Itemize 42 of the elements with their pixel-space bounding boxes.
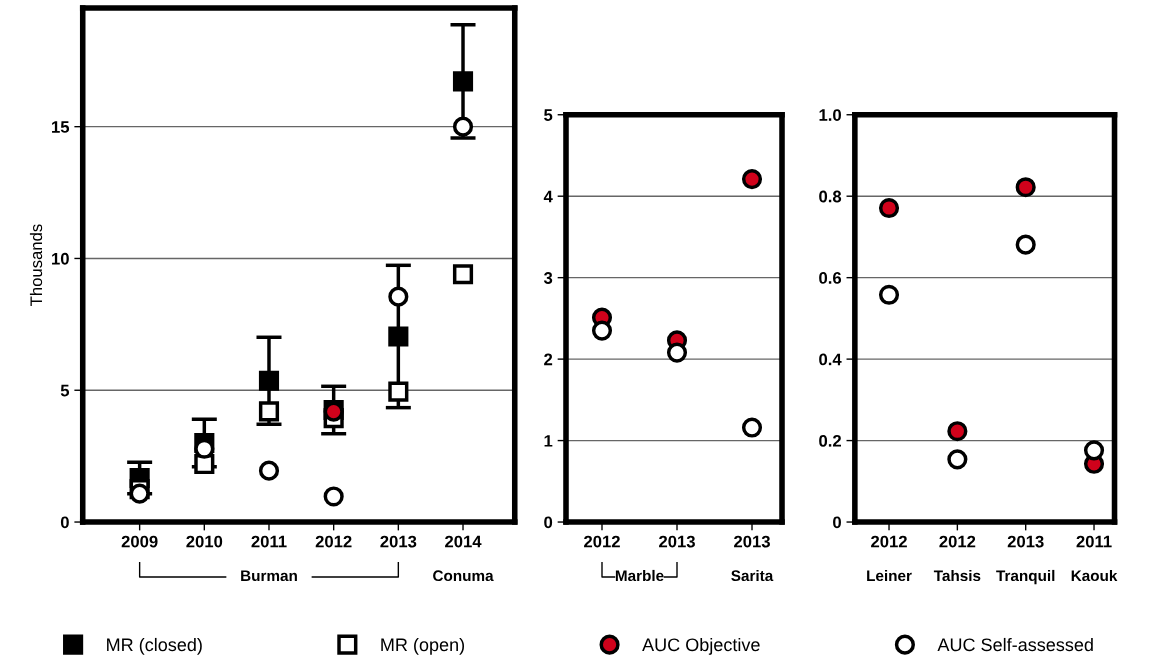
y-tick-label: 10 — [52, 252, 69, 265]
text: Sarita — [731, 569, 774, 582]
y-tick-label: 0.2 — [819, 434, 841, 447]
y-tick-label: 0 — [544, 516, 553, 529]
y-tick-label: 15 — [52, 121, 70, 133]
y-tick-label: 4 — [543, 190, 553, 203]
x-tick-label: 2013 — [1007, 535, 1044, 548]
y-tick-label: 0 — [60, 516, 69, 529]
x-tick-label: 2011 — [251, 535, 287, 548]
y-tick-label: 3 — [543, 272, 553, 284]
y-tick-label: 0.8 — [819, 190, 842, 203]
legend-label: AUC Self-assessed — [937, 637, 1093, 652]
y-tick-label: 2 — [544, 353, 553, 366]
x-tick-label: 2014 — [445, 535, 482, 548]
x-tick-label: 2012 — [939, 535, 976, 548]
y-axis-title: Thousands — [29, 224, 43, 306]
y-tick-label: 5 — [544, 109, 553, 121]
legend-label: MR (open) — [381, 637, 465, 655]
x-tick-label: 2009 — [121, 535, 158, 548]
x-tick-label: 2013 — [659, 535, 695, 548]
text: Kaouk — [1071, 569, 1118, 582]
text: Leiner — [867, 569, 912, 582]
y-tick-label: 0.6 — [819, 272, 842, 284]
x-tick-label: 2012 — [584, 535, 620, 548]
legend-label: MR (closed) — [107, 637, 202, 655]
text: Marble — [615, 569, 664, 582]
text: Burman — [241, 570, 297, 582]
legend-label: AUC Objective — [642, 637, 760, 655]
x-tick-label: 2012 — [315, 535, 352, 548]
y-tick-label: 1.0 — [819, 109, 841, 121]
y-tick-label: 1 — [544, 435, 553, 447]
y-tick-label: 0 — [833, 516, 841, 529]
text: Tahsis — [933, 569, 981, 582]
y-tick-label: 5 — [60, 384, 70, 397]
x-tick-label: 2013 — [734, 535, 770, 548]
text: Tranquil — [996, 569, 1055, 585]
y-tick-label: 0.4 — [819, 353, 842, 366]
x-tick-label: 2011 — [1076, 535, 1112, 548]
x-tick-label: 2010 — [186, 535, 223, 548]
text: Conuma — [433, 570, 494, 582]
x-tick-label: 2012 — [871, 535, 907, 548]
x-tick-label: 2013 — [380, 535, 417, 548]
